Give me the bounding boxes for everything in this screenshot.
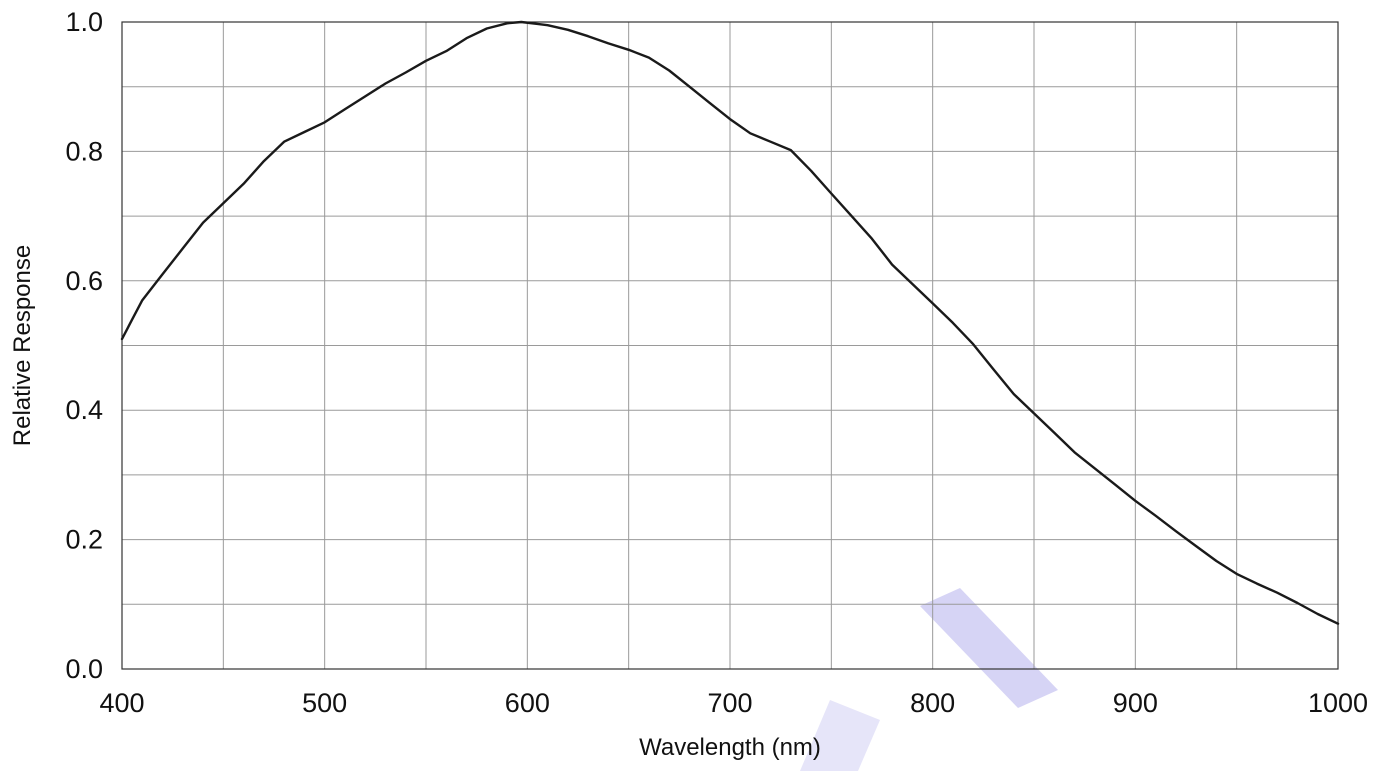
y-tick-label: 0.0: [65, 654, 103, 684]
y-tick-label: 1.0: [65, 7, 103, 37]
grid-lines: [122, 22, 1338, 669]
watermark-stroke: [920, 588, 1058, 708]
x-tick-label: 600: [505, 688, 550, 718]
x-tick-label: 800: [910, 688, 955, 718]
x-tick-label: 400: [99, 688, 144, 718]
y-tick-labels: 0.0 0.2 0.4 0.6 0.8 1.0: [65, 7, 103, 684]
y-tick-label: 0.2: [65, 525, 103, 555]
y-tick-label: 0.8: [65, 136, 103, 166]
watermark-stroke: [800, 700, 880, 771]
y-tick-label: 0.4: [65, 395, 103, 425]
series-layer: [120, 20, 1340, 625]
watermark-graphic: [800, 588, 1058, 771]
x-tick-labels: 400 500 600 700 800 900 1000: [99, 688, 1368, 718]
y-tick-label: 0.6: [65, 266, 103, 296]
plot-frame: [121, 21, 1339, 670]
x-tick-label: 700: [707, 688, 752, 718]
x-tick-label: 1000: [1308, 688, 1368, 718]
x-tick-label: 900: [1113, 688, 1158, 718]
x-tick-label: 500: [302, 688, 347, 718]
x-axis-title: Wavelength (nm): [639, 734, 821, 761]
series-line-1: [120, 20, 1340, 625]
y-axis-title: Relative Response: [9, 245, 36, 446]
